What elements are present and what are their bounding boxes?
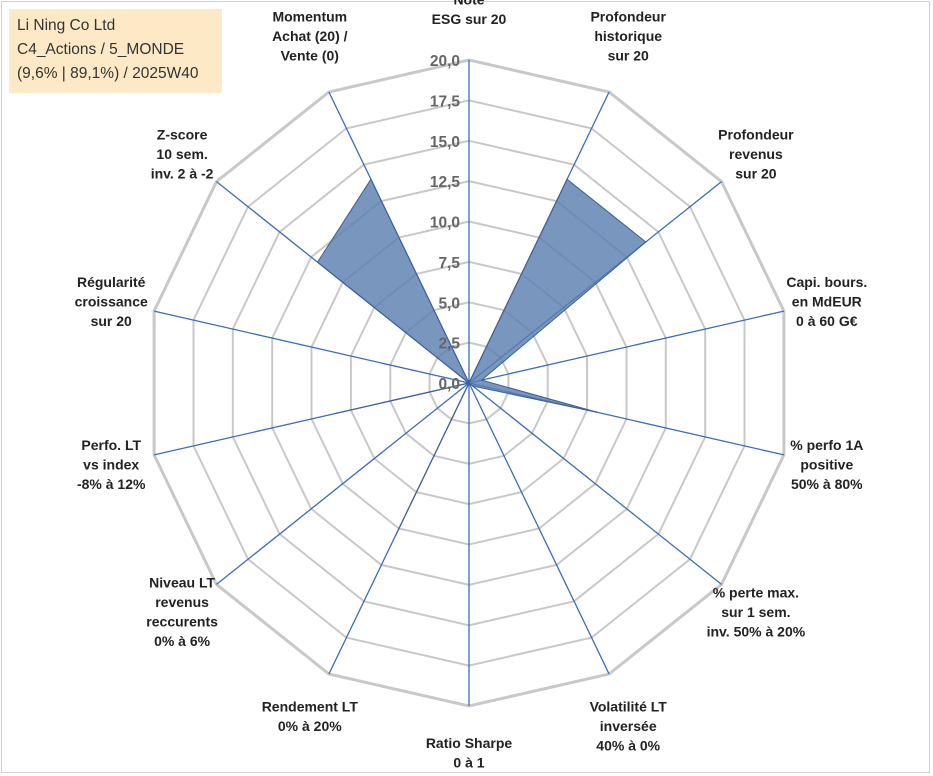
- axis-label-line: Capi. bours.: [786, 274, 867, 290]
- axis-spoke: [468, 382, 722, 585]
- axis-label-line: % perte max.: [713, 584, 799, 600]
- axis-label-line: 0 à 1: [453, 755, 484, 771]
- series-area: [316, 178, 647, 537]
- axis-label-line: inversée: [600, 718, 657, 734]
- axis-label-line: Achat (20) /: [272, 28, 348, 44]
- axis-label-line: 0% à 6%: [154, 633, 211, 649]
- axis-label-line: Régularité: [77, 274, 146, 290]
- axis-label: % perfo 1A positive 50% à 80%: [790, 437, 863, 492]
- tick-label: 17,5: [430, 93, 461, 110]
- info-line-category: C4_Actions / 5_MONDE: [17, 41, 185, 58]
- info-line-company: Li Ning Co Ltd: [17, 17, 116, 34]
- axis-label-line: 0% à 20%: [278, 718, 342, 734]
- axis-label-line: 0 à 60 G€: [796, 313, 858, 329]
- axis-label-line: ESG sur 20: [432, 11, 507, 27]
- tick-label: 2,5: [438, 336, 460, 353]
- axis-label-line: vs index: [83, 457, 139, 473]
- axis-label: Note ESG sur 20: [432, 0, 507, 27]
- axis-label-line: % perfo 1A: [790, 437, 863, 453]
- axis-label-line: Ratio Sharpe: [426, 735, 513, 751]
- axis-label-line: 40% à 0%: [596, 738, 660, 754]
- axis-label-line: sur 1 sem.: [721, 604, 790, 620]
- axis-label: Perfo. LT vs index -8% à 12%: [77, 437, 146, 492]
- axis-label: Momentum Achat (20) / Vente (0): [272, 8, 348, 63]
- tick-label: 12,5: [430, 174, 461, 191]
- axis-label-line: sur 20: [608, 47, 649, 63]
- axis-label: Ratio Sharpe 0 à 1: [426, 735, 513, 771]
- info-line-stats: (9,6% | 89,1%) / 2025W40: [17, 65, 199, 82]
- axis-label-line: croissance: [75, 293, 148, 309]
- axis-label-line: inv. 50% à 20%: [707, 623, 806, 639]
- tick-label: 5,0: [438, 295, 460, 312]
- tick-label: 0,0: [438, 376, 460, 393]
- axis-label-line: sur 20: [735, 166, 776, 182]
- axis-spoke: [468, 382, 610, 675]
- axis-label-line: Vente (0): [281, 47, 339, 63]
- axis-label-line: Volatilité LT: [590, 699, 668, 715]
- axis-label-line: reccurents: [146, 614, 218, 630]
- radar-tick-labels: 0,0 2,5 5,0 7,5 10,0 12,5 15,0 17,5 20,0: [430, 53, 461, 393]
- axis-label-line: sur 20: [91, 313, 132, 329]
- axis-label-line: Momentum: [272, 8, 347, 24]
- axis-label-line: revenus: [729, 146, 783, 162]
- axis-label-line: en MdEUR: [792, 293, 862, 309]
- tick-label: 10,0: [430, 215, 460, 232]
- axis-label-line: historique: [594, 28, 662, 44]
- axis-label-line: Perfo. LT: [81, 437, 141, 453]
- tick-label: 15,0: [430, 134, 460, 151]
- axis-label-line: Note: [453, 0, 484, 8]
- axis-label-line: 10 sem.: [156, 146, 207, 162]
- radar-series: [316, 178, 647, 537]
- axis-label-line: 50% à 80%: [791, 476, 863, 492]
- axis-label: Régularité croissance sur 20: [75, 274, 148, 329]
- axis-label: % perte max. sur 1 sem. inv. 50% à 20%: [707, 584, 806, 639]
- tick-label: 7,5: [438, 255, 460, 272]
- axis-label: Profondeur historique sur 20: [590, 8, 666, 63]
- axis-label: Niveau LT revenus reccurents 0% à 6%: [146, 575, 218, 650]
- axis-label-line: Z-score: [157, 127, 208, 143]
- axis-label: Z-score 10 sem. inv. 2 à -2: [151, 127, 214, 182]
- axis-label: Rendement LT 0% à 20%: [262, 699, 359, 735]
- axis-label-line: Niveau LT: [149, 575, 215, 591]
- tick-label: 20,0: [430, 53, 460, 70]
- radar-axis-labels: Note ESG sur 20 Profondeur historique sur 20…: [75, 0, 868, 771]
- axis-label: Volatilité LT inversée 40% à 0%: [590, 699, 668, 754]
- axis-spoke: [153, 310, 470, 384]
- axis-label-line: positive: [800, 457, 853, 473]
- axis-label-line: Rendement LT: [262, 699, 359, 715]
- axis-spoke: [216, 382, 470, 585]
- axis-label-line: revenus: [155, 594, 209, 610]
- axis-label-line: -8% à 12%: [77, 476, 146, 492]
- axis-label: Profondeur revenus sur 20: [718, 127, 794, 182]
- axis-label-line: inv. 2 à -2: [151, 166, 214, 182]
- axis-spoke: [468, 310, 785, 384]
- info-box: Li Ning Co Ltd C4_Actions / 5_MONDE (9,6…: [9, 9, 222, 93]
- axis-label-line: Profondeur: [718, 127, 794, 143]
- axis-label-line: Profondeur: [590, 8, 666, 24]
- axis-label: Capi. bours. en MdEUR 0 à 60 G€: [786, 274, 867, 329]
